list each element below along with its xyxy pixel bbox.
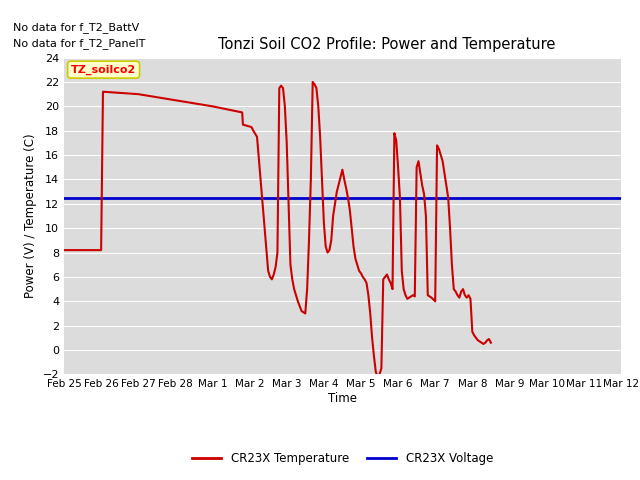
Text: No data for f_T2_BattV: No data for f_T2_BattV (13, 22, 139, 33)
Title: Tonzi Soil CO2 Profile: Power and Temperature: Tonzi Soil CO2 Profile: Power and Temper… (218, 37, 556, 52)
Text: No data for f_T2_PanelT: No data for f_T2_PanelT (13, 38, 145, 49)
Legend: CR23X Temperature, CR23X Voltage: CR23X Temperature, CR23X Voltage (187, 447, 498, 470)
Text: TZ_soilco2: TZ_soilco2 (71, 64, 136, 75)
X-axis label: Time: Time (328, 392, 357, 405)
Y-axis label: Power (V) / Temperature (C): Power (V) / Temperature (C) (24, 134, 37, 298)
